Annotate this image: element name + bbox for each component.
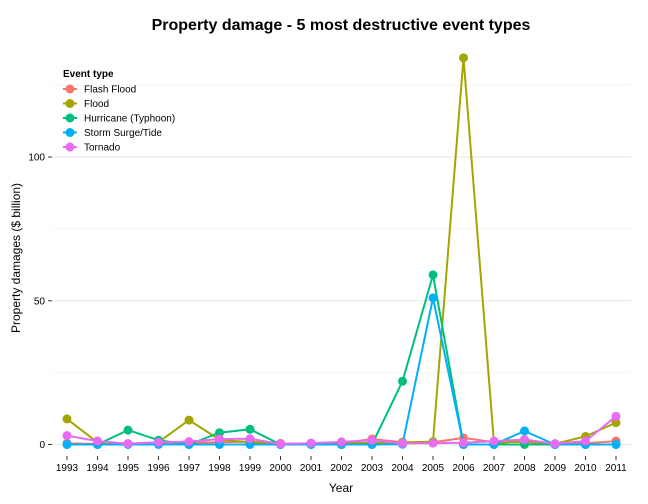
data-point-tornado [459, 438, 468, 448]
x-tick-label: 2006 [452, 463, 475, 474]
data-point-tornado [398, 438, 407, 448]
x-tick-label: 2010 [574, 463, 597, 474]
x-axis-title: Year [329, 481, 353, 495]
legend-item-tornado: Tornado [63, 142, 121, 154]
data-point-tornado [245, 434, 255, 444]
legend-swatch-point [65, 113, 75, 123]
axes: 0 50 100 1993 1994 1995 1996 1997 1998 1999 2000 20… [28, 153, 627, 475]
x-tick-label: 2008 [513, 463, 536, 474]
data-point-tornado [123, 439, 133, 449]
data-point-tornado [184, 437, 194, 447]
data-point-storm-surge-tide [611, 440, 621, 449]
data-point-tornado [337, 437, 346, 447]
legend-label: Hurricane (Typhoon) [84, 114, 175, 125]
x-tick-label: 1998 [208, 463, 231, 474]
x-tick-label: 2011 [605, 463, 627, 474]
x-tick-label: 1997 [178, 463, 201, 474]
data-point-tornado [62, 431, 72, 441]
data-point-flood [62, 414, 72, 424]
data-point-hurricane-typhoon [245, 424, 255, 434]
y-tick-label: 50 [34, 296, 46, 307]
data-point-tornado [489, 436, 499, 446]
data-point-hurricane-typhoon [215, 428, 224, 438]
data-point-storm-surge-tide [62, 440, 72, 449]
data-point-tornado [520, 435, 529, 445]
legend-item-flash-flood: Flash Flood [63, 84, 136, 96]
x-tick-label: 2002 [330, 463, 353, 474]
legend-item-storm-surge-tide: Storm Surge/Tide [63, 128, 162, 139]
legend-item-hurricane-typhoon: Hurricane (Typhoon) [63, 113, 175, 125]
data-point-hurricane-typhoon [398, 376, 407, 386]
x-tick-label: 2007 [483, 463, 506, 474]
y-tick-label: 0 [39, 440, 45, 451]
legend-swatch-point [65, 128, 75, 137]
x-tick-label: 2001 [300, 463, 323, 474]
series-hurricane-typhoon [62, 270, 621, 449]
legend-item-flood: Flood [63, 99, 109, 110]
legend-label: Storm Surge/Tide [84, 128, 162, 139]
legend-label: Flood [84, 99, 109, 110]
x-tick-label: 2003 [361, 463, 384, 474]
grid [52, 84, 631, 445]
x-tick-label: 1996 [147, 463, 170, 474]
data-point-storm-surge-tide [428, 293, 438, 303]
data-point-tornado [550, 439, 560, 449]
data-point-tornado [276, 439, 285, 449]
x-tick-label: 2009 [544, 463, 567, 474]
x-tick-label: 1993 [56, 463, 79, 474]
series-line-storm-surge-tide [67, 296, 616, 446]
data-point-flood [611, 418, 621, 428]
series-tornado [62, 411, 621, 449]
legend-title: Event type [63, 69, 114, 80]
x-tick-label: 2000 [269, 463, 292, 474]
x-tick-label: 1995 [117, 463, 140, 474]
data-point-flood [184, 415, 194, 425]
data-point-tornado [428, 438, 438, 448]
data-point-tornado [215, 434, 224, 444]
legend-swatch-point [65, 99, 75, 108]
data-point-tornado [93, 436, 102, 446]
data-point-tornado [611, 411, 621, 421]
x-tick-label: 2004 [391, 463, 414, 474]
legend-label: Flash Flood [84, 85, 136, 96]
data-point-tornado [367, 435, 377, 445]
data-point-tornado [306, 438, 316, 448]
series-storm-surge-tide [62, 293, 621, 449]
y-axis-title: Property damages ($ billion) [9, 183, 23, 333]
data-point-tornado [581, 436, 590, 446]
data-point-storm-surge-tide [520, 426, 529, 436]
x-tick-label: 1994 [86, 463, 109, 474]
x-tick-label: 2005 [422, 463, 445, 474]
data-point-flood [459, 53, 468, 63]
legend: Event type Flash Flood Flood Hurricane (Ty… [63, 69, 175, 154]
data-point-hurricane-typhoon [123, 425, 133, 435]
legend-swatch-point [65, 142, 75, 152]
legend-label: Tornado [84, 143, 121, 154]
y-tick-label: 100 [28, 153, 45, 164]
chart-title: Property damage - 5 most destructive eve… [152, 17, 531, 34]
series-layer [62, 53, 621, 449]
x-tick-label: 1999 [239, 463, 262, 474]
data-point-tornado [154, 437, 163, 447]
legend-swatch-point [65, 84, 75, 94]
data-point-hurricane-typhoon [428, 270, 438, 280]
